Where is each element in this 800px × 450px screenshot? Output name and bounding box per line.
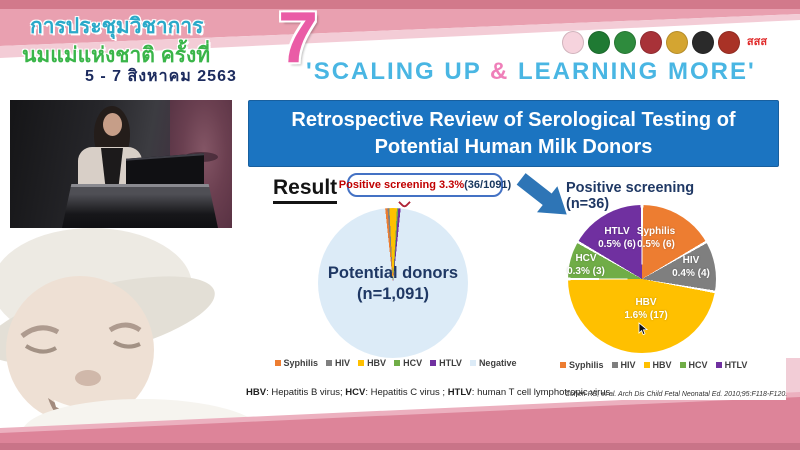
slice-label-hbv: HBV 1.6% (17) <box>624 297 668 321</box>
legend-swatch <box>469 360 476 366</box>
legend-swatch <box>643 362 650 368</box>
slide-title: Retrospective Review of Serological Test… <box>248 100 779 167</box>
slice-label-hcv: HCV 0.3% (3) <box>567 253 605 277</box>
legend-item: HBV <box>358 358 386 368</box>
red-gold-university-crest-logo-icon <box>640 31 662 54</box>
legend-swatch <box>394 360 401 366</box>
slice-label-syphilis: Syphilis 0.5% (6) <box>636 226 676 250</box>
flow-arrow-icon <box>498 163 580 244</box>
callout-highlight: Positive screening 3.3% <box>338 179 465 191</box>
footer-dark-strip <box>0 443 800 450</box>
top-pink-strip <box>0 0 800 9</box>
legend-item: HTLV <box>430 358 462 368</box>
left-pie-label: Potential donors (n=1,091) <box>327 264 459 303</box>
legend-item: HCV <box>394 358 422 368</box>
sponsor-logo-row: สสส <box>562 31 770 54</box>
conference-title-line2: นมแม่แห่งชาติ ครั้งที่ <box>22 44 211 67</box>
legend-item: Negative <box>469 358 516 368</box>
callout-detail: (36/1091) <box>464 179 512 191</box>
mouse-cursor-icon <box>638 322 649 341</box>
thai-health-fund-logo-icon: สสส <box>746 36 768 48</box>
legend-item: HIV <box>326 358 350 368</box>
mother-and-child-foundation-logo-icon <box>562 31 584 54</box>
slice-label-htlv: HTLV 0.5% (6) <box>598 226 636 250</box>
black-white-society-emblem-logo-icon <box>692 31 714 54</box>
right-pie-legend: Syphilis HIV HBV HCV HTLV <box>560 360 747 370</box>
legend-swatch <box>274 360 281 366</box>
legend-item: HIV <box>611 360 636 370</box>
legend-swatch <box>326 360 333 366</box>
legend-swatch <box>358 360 365 366</box>
legend-item: HBV <box>643 360 672 370</box>
abbreviation-footnote: HBV: Hepatitis B virus; HCV: Hepatitis C… <box>246 387 611 398</box>
legend-swatch <box>715 362 722 368</box>
conference-slogan: 'SCALING UP & LEARNING MORE' <box>306 58 756 85</box>
gold-royal-crest-logo-icon <box>666 31 688 54</box>
right-pie-title: Positive screening (n=36) <box>566 180 695 212</box>
left-pie-legend: Syphilis HIV HBV HCV HTLV Negative <box>274 358 516 368</box>
green-medical-emblem-1-logo-icon <box>588 31 610 54</box>
potential-donors-pie-chart <box>318 208 468 358</box>
presentation-slide: Retrospective Review of Serological Test… <box>240 100 788 400</box>
reference-citation: Cohen RS, et al. Arch Dis Child Fetal Ne… <box>565 391 788 398</box>
legend-item: Syphilis <box>274 358 318 368</box>
legend-item: Syphilis <box>560 360 604 370</box>
presenter-shirt <box>101 148 123 190</box>
green-medical-emblem-2-logo-icon <box>614 31 636 54</box>
edition-number: 7 <box>278 0 319 78</box>
legend-item: HTLV <box>715 360 747 370</box>
podium <box>62 184 218 228</box>
legend-item: HCV <box>679 360 708 370</box>
presenter-video <box>10 100 232 228</box>
conference-dates: 5 - 7 สิงหาคม 2563 <box>85 68 237 85</box>
result-label: Result <box>273 176 338 204</box>
presenter-face <box>103 113 122 136</box>
callout-pointer-icon <box>398 196 411 209</box>
positive-screening-callout: Positive screening 3.3% (36/1091) <box>339 173 511 197</box>
legend-swatch <box>430 360 437 366</box>
dark-red-college-emblem-logo-icon <box>718 31 740 54</box>
legend-swatch <box>560 362 566 368</box>
conference-banner: การประชุมวิชาการ นมแม่แห่งชาติ ครั้งที่ … <box>0 0 800 100</box>
slice-label-hiv: HIV 0.4% (4) <box>672 255 710 279</box>
legend-swatch <box>679 362 686 368</box>
conference-title-line1: การประชุมวิชาการ <box>30 15 204 38</box>
legend-swatch <box>611 362 618 368</box>
baby-photo <box>0 228 297 450</box>
